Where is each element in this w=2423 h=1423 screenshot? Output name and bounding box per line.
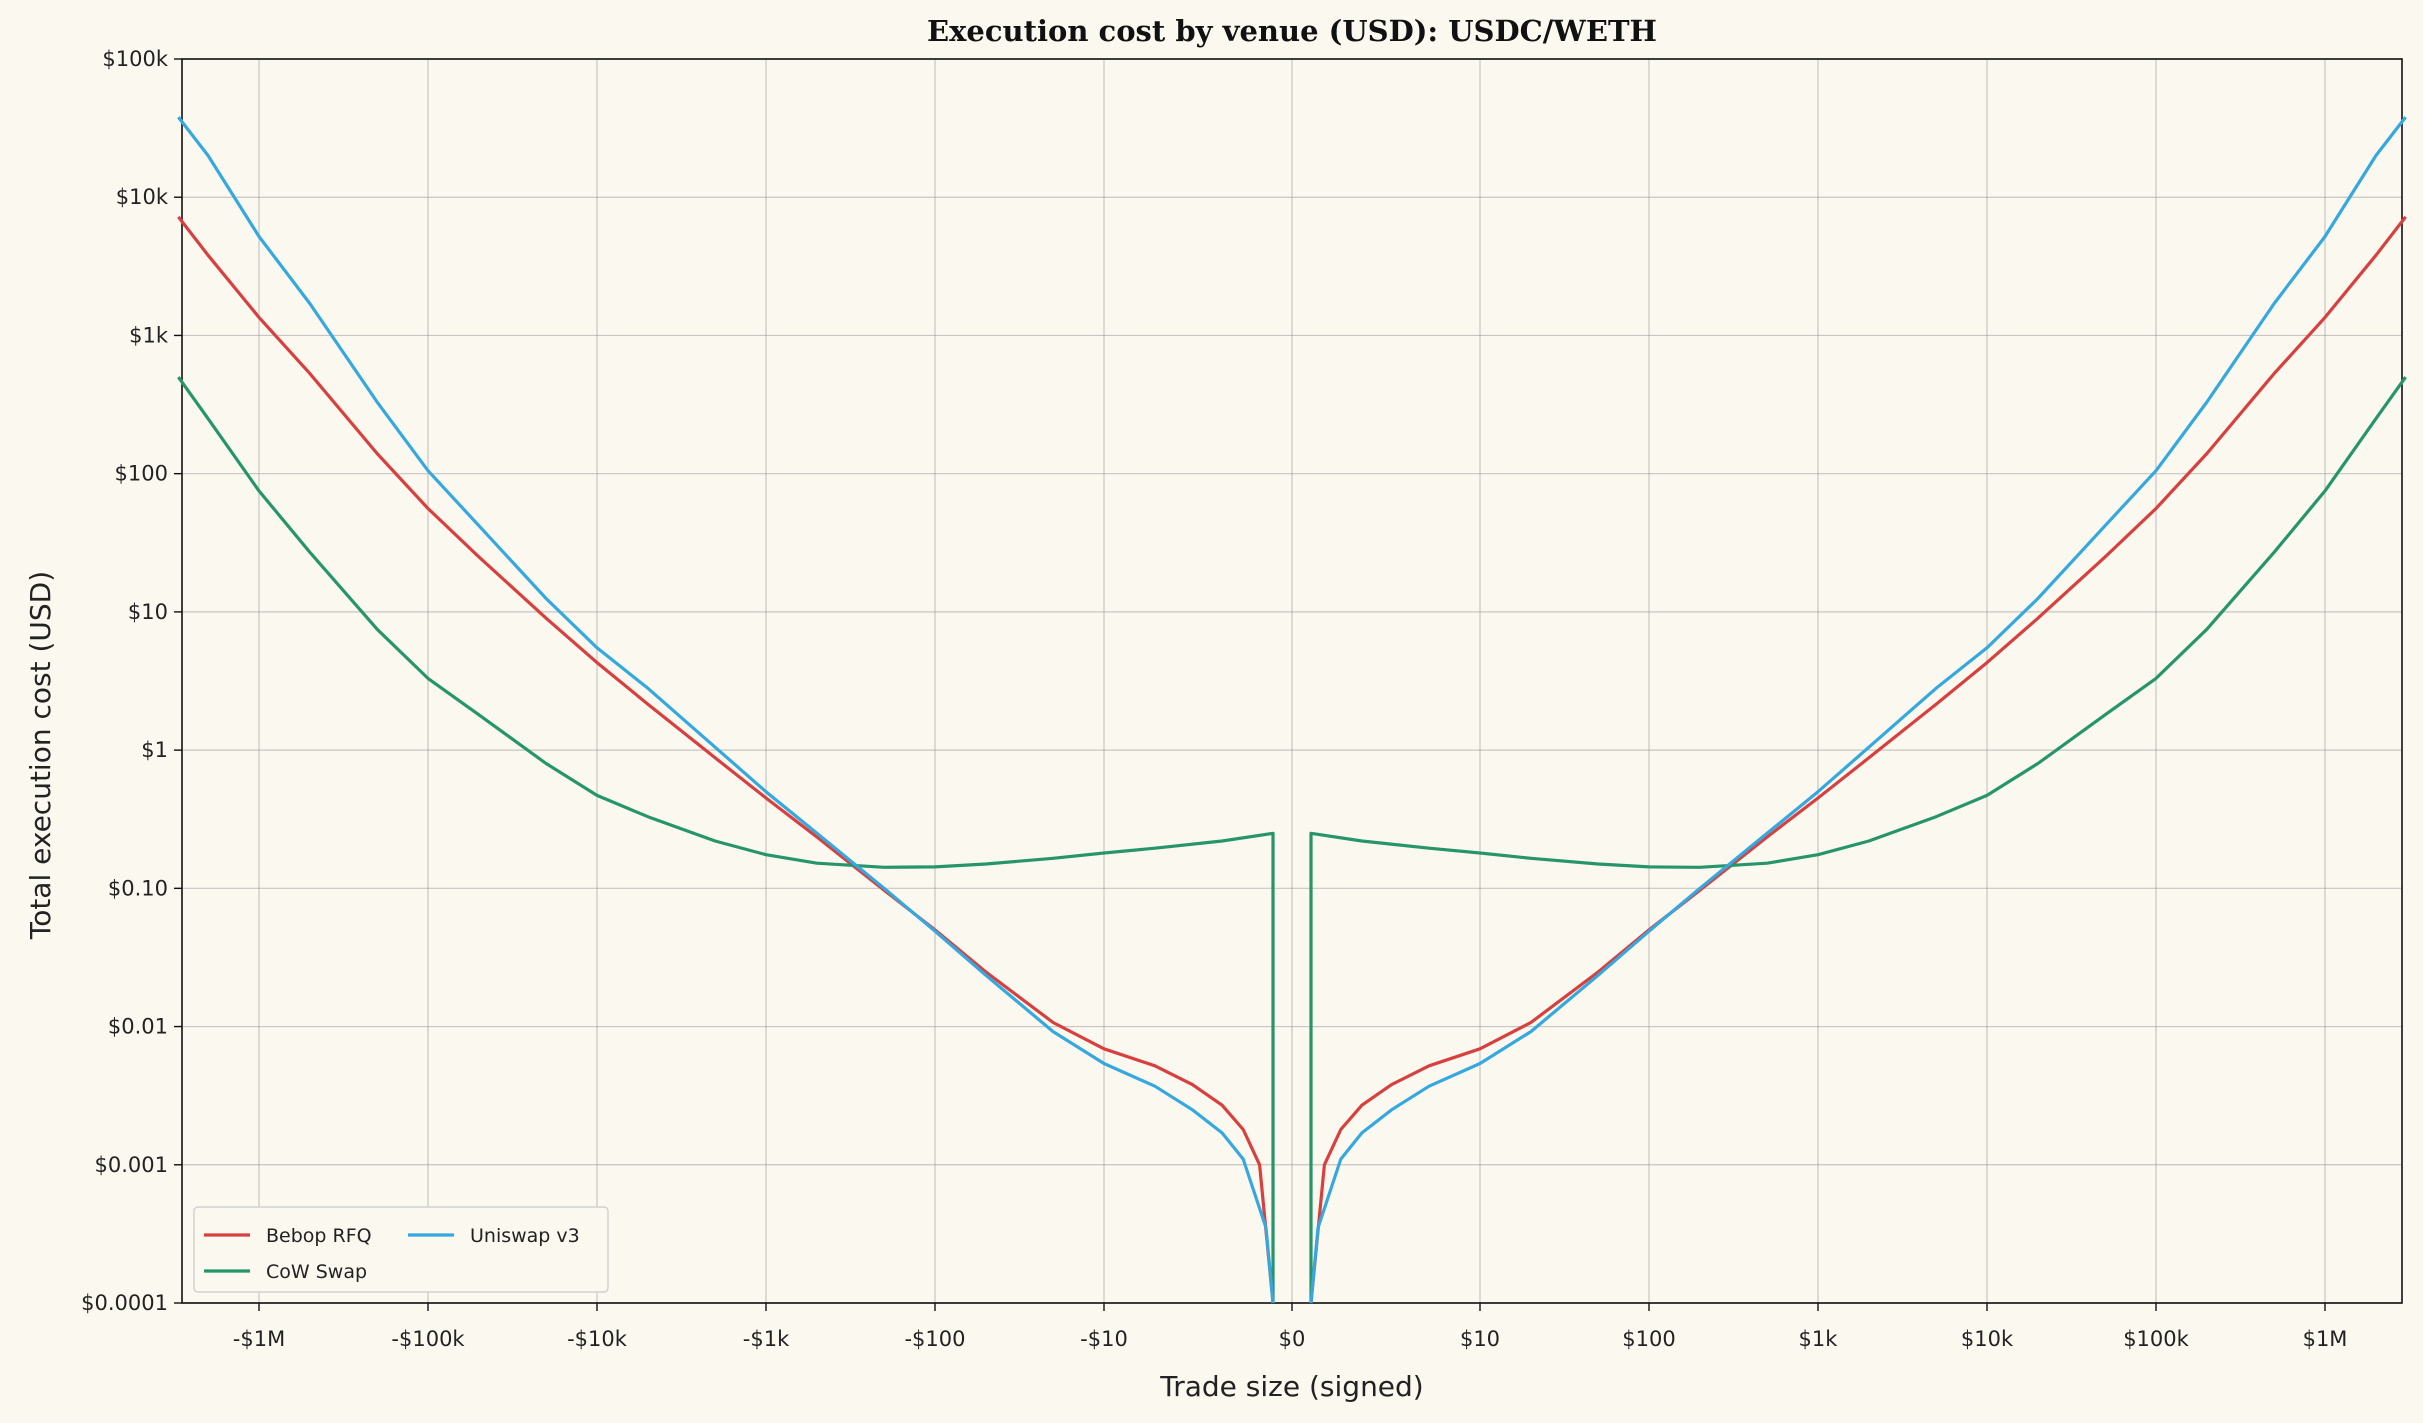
y-tick-label: $0.0001 — [81, 1291, 168, 1315]
x-tick-label: $0 — [1279, 1327, 1306, 1351]
x-ticks: -$1M -$100k -$10k -$1k -$100 -$10 $0 $10 $100 $1k… — [233, 1303, 2348, 1351]
y-tick-label: $1 — [141, 738, 168, 762]
y-tick-label: $100k — [102, 47, 168, 71]
series-line-cow-swap-positive — [1309, 376, 2407, 1303]
legend-label-cow-swap: CoW Swap — [266, 1261, 367, 1283]
x-axis-label: Trade size (signed) — [1159, 1370, 1423, 1403]
grid — [182, 58, 2402, 1304]
x-tick-label: -$1k — [743, 1327, 790, 1351]
x-tick-label: $100k — [2123, 1327, 2189, 1351]
series-line-cow-swap-negative — [177, 376, 1275, 1303]
series-line-uniswap-v3-positive — [1309, 116, 2407, 1304]
x-tick-label: -$100 — [904, 1327, 965, 1351]
series-line-bebop-rfq-positive — [1309, 215, 2407, 1304]
x-tick-label: -$1M — [233, 1327, 285, 1351]
x-tick-label: -$10k — [567, 1327, 628, 1351]
y-tick-label: $100 — [115, 462, 168, 486]
series-line-uniswap-v3-negative — [177, 116, 1275, 1304]
y-tick-label: $1k — [129, 323, 169, 347]
legend-label-bebop-rfq: Bebop RFQ — [266, 1225, 372, 1247]
y-tick-label: $0.001 — [95, 1153, 168, 1177]
legend: Bebop RFQ CoW Swap Uniswap v3 — [193, 1206, 609, 1293]
x-tick-label: $100 — [1622, 1327, 1675, 1351]
x-tick-label: $10 — [1460, 1327, 1500, 1351]
y-tick-label: $0.01 — [108, 1015, 168, 1039]
legend-box — [193, 1206, 609, 1293]
y-tick-label: $10k — [116, 185, 169, 209]
x-tick-label: $10k — [1961, 1327, 2014, 1351]
y-axis-label: Total execution cost (USD) — [24, 571, 57, 940]
x-tick-label: $1M — [2303, 1327, 2348, 1351]
series-line-bebop-rfq-negative — [177, 215, 1275, 1304]
y-tick-label: $10 — [128, 600, 168, 624]
chart-title: Execution cost by venue (USD): USDC/WETH — [927, 14, 1657, 48]
y-ticks: $0.0001 $0.001 $0.01 $0.10 $1 $10 $100 $1k $10k $… — [81, 47, 182, 1315]
legend-label-uniswap-v3: Uniswap v3 — [470, 1225, 580, 1247]
x-tick-label: -$100k — [391, 1327, 465, 1351]
x-tick-label: $1k — [1799, 1327, 1839, 1351]
series-lines — [177, 116, 2407, 1304]
y-tick-label: $0.10 — [108, 876, 168, 900]
x-tick-label: -$10 — [1080, 1327, 1128, 1351]
